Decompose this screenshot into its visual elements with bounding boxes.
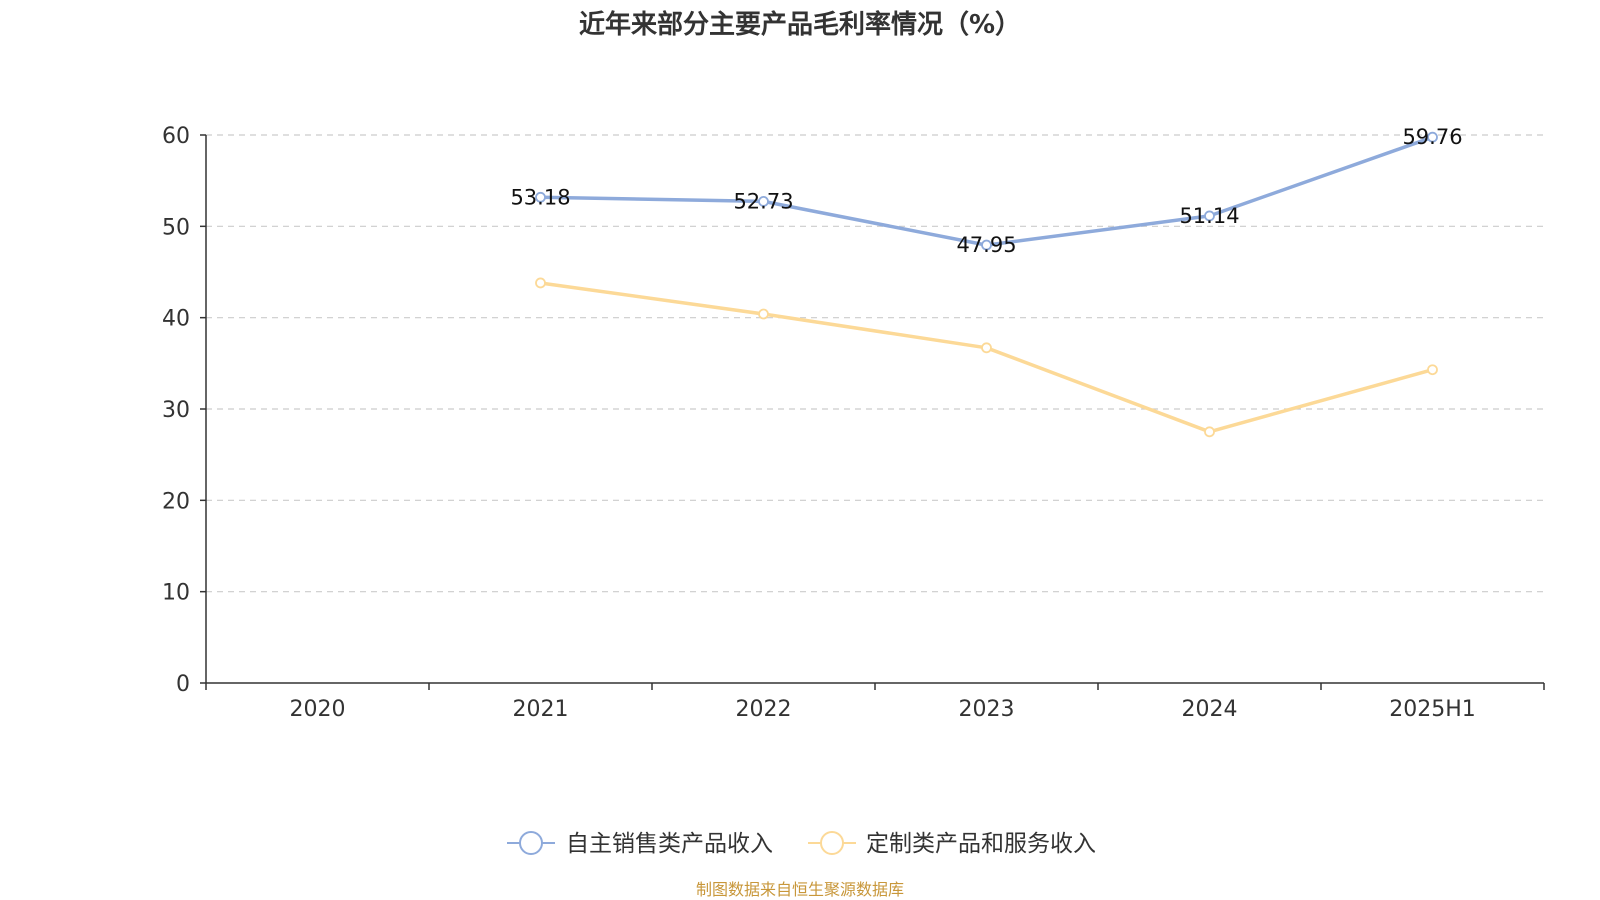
legend-marker-0 xyxy=(519,831,543,855)
ytick-label-40: 40 xyxy=(162,307,190,332)
ytick-label-10: 10 xyxy=(162,581,190,606)
data-label-s0-2021: 53.18 xyxy=(510,185,570,209)
point-s1-2022 xyxy=(758,308,769,320)
legend: 自主销售类产品收入 定制类产品和服务收入 xyxy=(507,831,1096,857)
point-s1-2023 xyxy=(981,342,992,354)
xtick-label-2021: 2021 xyxy=(513,697,569,722)
chart-title: 近年来部分主要产品毛利率情况（%） xyxy=(579,9,1021,40)
series-group xyxy=(535,131,1438,438)
ytick-label-0: 0 xyxy=(176,672,190,697)
point-s1-2021 xyxy=(535,277,546,289)
xtick-label-2025H1: 2025H1 xyxy=(1389,697,1476,722)
series-line-0 xyxy=(538,135,1435,247)
point-s0-2023 xyxy=(981,239,992,251)
axes: 0 10 20 30 40 50 60 2020 2021 2022 2023 2024 2025H1 xyxy=(162,124,1545,722)
xtick-label-2023: 2023 xyxy=(959,697,1015,722)
ytick-label-30: 30 xyxy=(162,398,190,423)
xtick-label-2020: 2020 xyxy=(290,697,346,722)
xtick-label-2022: 2022 xyxy=(736,697,792,722)
data-label-s0-2022: 52.73 xyxy=(733,189,793,213)
xtick-label-2024: 2024 xyxy=(1182,697,1238,722)
point-s0-2022 xyxy=(758,195,769,207)
legend-label-1: 定制类产品和服务收入 xyxy=(866,831,1096,857)
data-labels: 53.18 52.73 47.95 51.14 59.76 xyxy=(510,125,1462,257)
data-label-s0-2025H1: 59.76 xyxy=(1402,125,1462,149)
ytick-label-60: 60 xyxy=(162,124,190,149)
point-s0-2021 xyxy=(535,191,546,203)
legend-label-0: 自主销售类产品收入 xyxy=(566,831,773,857)
grid-lines xyxy=(206,134,1544,593)
point-s1-2025H1 xyxy=(1427,364,1438,376)
data-label-s0-2023: 47.95 xyxy=(956,233,1016,257)
point-s1-2024 xyxy=(1204,426,1215,438)
data-label-s0-2024: 51.14 xyxy=(1179,204,1239,228)
source-note: 制图数据来自恒生聚源数据库 xyxy=(696,880,904,899)
legend-marker-1 xyxy=(820,831,844,855)
point-s0-2024 xyxy=(1204,210,1215,222)
point-s0-2025H1 xyxy=(1427,131,1438,143)
ytick-label-50: 50 xyxy=(162,215,190,240)
ytick-label-20: 20 xyxy=(162,489,190,514)
